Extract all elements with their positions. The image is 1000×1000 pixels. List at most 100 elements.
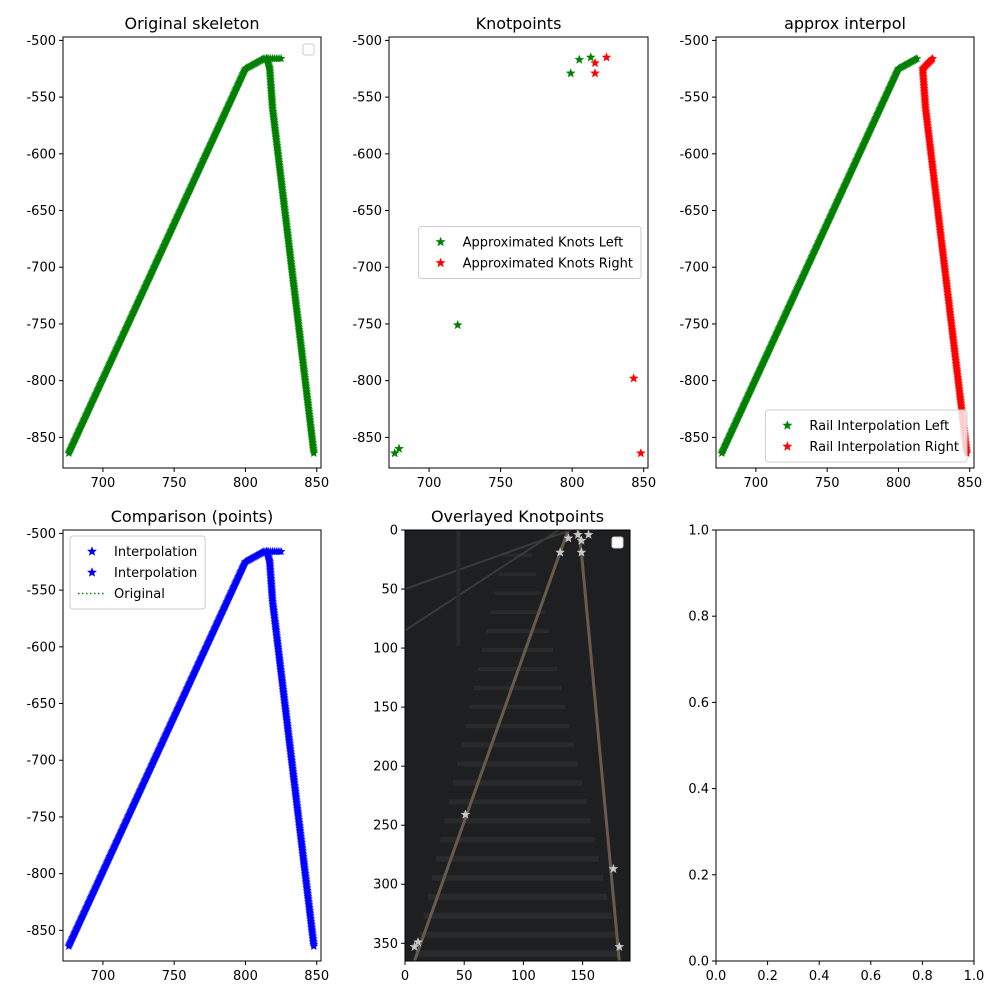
- axes-frame: [715, 529, 975, 962]
- y-tick-label: -750: [26, 810, 56, 825]
- x-tick-label: 850: [631, 476, 656, 491]
- y-tick-label: -600: [679, 147, 709, 162]
- y-tick-label: -800: [679, 374, 709, 389]
- chart-title: Original skeleton: [124, 14, 259, 33]
- series: [64, 53, 286, 458]
- y-tick-label: 150: [373, 701, 398, 716]
- y-tick-label: -700: [26, 754, 56, 769]
- chart-title: Comparison (points): [111, 507, 274, 526]
- axes-frame: [404, 529, 631, 962]
- chart-title: Overlayed Knotpoints: [431, 507, 604, 526]
- series: [590, 52, 646, 458]
- x-tick-label: 800: [886, 476, 911, 491]
- data-point: [628, 373, 639, 383]
- y-tick-label: -550: [679, 91, 709, 106]
- y-tick-label: 0.6: [688, 696, 709, 711]
- y-tick-label: -650: [352, 204, 382, 219]
- data-point: [585, 52, 596, 62]
- y-tick-label: 100: [373, 642, 398, 657]
- series: [918, 53, 972, 458]
- legend-label: Interpolation: [114, 566, 197, 581]
- legend: Rail Interpolation Left Rail Interpolatio…: [764, 409, 968, 463]
- x-tick-label: 0.2: [757, 969, 778, 984]
- y-tick-label: 0.8: [688, 610, 709, 625]
- y-tick-label: -500: [352, 34, 382, 49]
- x-tick-label: 50: [456, 969, 473, 984]
- data-point: [608, 863, 619, 874]
- x-tick-label: 800: [233, 969, 258, 984]
- data-point: [601, 52, 612, 62]
- axes-frame: [715, 36, 975, 469]
- y-tick-label: 50: [381, 583, 398, 598]
- y-tick-label: -850: [26, 924, 56, 939]
- x-tick-label: 0.4: [809, 969, 830, 984]
- legend-swatch: [782, 441, 793, 451]
- y-tick-label: -500: [26, 527, 56, 542]
- y-tick-label: -550: [26, 91, 56, 106]
- x-tick-label: 0.6: [860, 969, 881, 984]
- data-point: [563, 533, 574, 543]
- legend-label: Rail Interpolation Left: [809, 419, 949, 434]
- legend-box: [69, 535, 206, 610]
- subplot-original-skeleton: 700 750 800 850 -850 -800 -750 -700 -650 -600 -550…: [26, 14, 329, 491]
- y-tick-label: -550: [26, 584, 56, 599]
- x-tick-label: 700: [417, 476, 442, 491]
- data-point: [576, 547, 587, 557]
- y-tick-label: -650: [679, 204, 709, 219]
- data-point: [635, 448, 646, 458]
- series: [262, 53, 319, 458]
- x-tick-label: 0.0: [706, 969, 727, 984]
- x-tick-label: 0: [401, 969, 409, 984]
- y-tick-label: -700: [352, 261, 382, 276]
- y-tick-label: 0: [390, 524, 398, 539]
- y-tick-label: -750: [352, 317, 382, 332]
- data-point: [574, 54, 585, 64]
- legend-label: Rail Interpolation Right: [809, 440, 959, 455]
- x-tick-label: 850: [304, 476, 329, 491]
- series: [64, 546, 286, 951]
- chart-title: Knotpoints: [476, 14, 562, 33]
- legend-swatch: [86, 546, 98, 556]
- subplot-approx-interpol: 700 750 800 850 -850 -800 -750 -700 -650 -600 -550…: [679, 14, 982, 491]
- y-tick-label: -600: [26, 147, 56, 162]
- y-tick-label: 1.0: [688, 524, 709, 539]
- legend-box: [611, 536, 624, 549]
- data-point: [590, 68, 600, 78]
- y-tick-label: -850: [679, 431, 709, 446]
- subplot-comparison-points: 700 750 800 850 -850 -800 -750 -700 -650 -600 -550…: [26, 507, 329, 984]
- y-tick-label: -800: [352, 374, 382, 389]
- data-point: [912, 53, 922, 63]
- legend-swatch: [435, 257, 446, 268]
- legend-swatch: [782, 420, 793, 430]
- data-point: [583, 529, 594, 539]
- x-tick-label: 150: [570, 969, 595, 984]
- data-point: [394, 443, 404, 453]
- legend-box: [302, 43, 315, 56]
- rail-photo-background: [405, 530, 630, 961]
- y-tick-label: -500: [26, 34, 56, 49]
- y-tick-label: 0.2: [688, 868, 709, 883]
- y-tick-label: 200: [373, 760, 398, 775]
- x-tick-label: 700: [90, 969, 115, 984]
- data-point: [572, 529, 583, 539]
- axes-frame: [62, 36, 322, 469]
- x-tick-label: 0.8: [912, 969, 933, 984]
- y-tick-label: -750: [679, 317, 709, 332]
- series: [262, 546, 319, 951]
- y-tick-label: -650: [26, 697, 56, 712]
- legend: [611, 536, 624, 549]
- y-tick-label: -700: [679, 261, 709, 276]
- data-point: [309, 448, 319, 458]
- data-point: [309, 941, 319, 951]
- x-tick-label: 750: [815, 476, 840, 491]
- data-point: [413, 936, 423, 947]
- data-point: [389, 448, 400, 458]
- subplot-knotpoints: 700 750 800 850 -850 -800 -750 -700 -650 -600 -550…: [352, 14, 656, 491]
- x-tick-label: 700: [743, 476, 768, 491]
- subplot-empty: 0.0 0.2 0.4 0.6 0.8 1.0 0.0 0.2 0.4 0.6 0.8 1.0: [688, 524, 984, 985]
- y-tick-label: -700: [26, 261, 56, 276]
- x-tick-label: 800: [560, 476, 585, 491]
- x-tick-label: 850: [957, 476, 982, 491]
- x-tick-label: 800: [233, 476, 258, 491]
